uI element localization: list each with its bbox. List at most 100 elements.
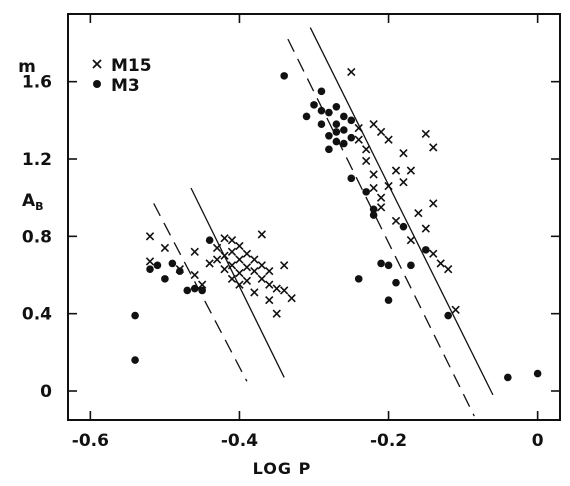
m3-point [347,174,356,183]
m15-point [242,276,252,285]
m15-point [421,129,430,139]
m3-point [332,128,341,136]
m3-point [153,261,162,270]
m15-point [384,181,393,191]
m15-point [145,232,155,241]
y-tick-label: 0 [40,382,52,402]
m3-point [347,116,356,125]
m15-point [369,183,378,193]
m15-point [250,255,259,264]
m3-point [377,259,385,268]
m15-point [235,280,244,289]
m15-point [429,249,438,258]
legend-label-m15: M15 [111,56,152,76]
m3-point [362,188,370,196]
m15-point [406,236,416,245]
m15-point [145,257,155,266]
m3-point [332,120,341,128]
m15-point [250,288,259,297]
m15-point [212,243,222,253]
m15-point [227,261,237,270]
m3-point [340,139,348,148]
m15-point [235,268,244,278]
m3-point [146,265,154,274]
m15-point [280,286,289,295]
m15-point [265,266,274,276]
y-axis-label-main: A [22,191,36,211]
m3-point [176,267,184,275]
m3-point [317,120,326,128]
y-axis-ticks: 0 0.4 0.8 1.2 1.6 [22,73,560,402]
m15-point [265,295,274,305]
m15-point [376,203,386,212]
m15-point [362,156,371,166]
m3-point [205,236,214,244]
m15-point [429,143,438,152]
y-axis-label-subscript: B [35,200,43,213]
m15-point [399,178,408,187]
m15-point [235,255,244,264]
m15-point [227,274,237,284]
m3-point [392,278,400,287]
plot-frame [67,13,561,421]
m3-point [407,261,415,270]
x-tick-label: -0.6 [72,431,109,451]
m15-point [205,259,214,268]
m15-point [257,230,266,239]
m3-point [168,259,177,268]
m3-point [183,286,192,295]
m3-point [332,137,341,146]
m3-point [317,87,326,96]
m15-point [242,249,252,258]
reference-line-solid-3 [309,27,494,396]
m15-point [250,266,259,276]
m15-point [280,261,289,270]
m15-point [220,265,229,274]
m15-point [227,247,237,256]
m15-point [242,263,252,272]
m3-point [302,112,311,121]
m15-point [391,216,401,226]
m15-point [376,127,386,137]
m3-point [369,211,378,219]
m15-point [384,135,393,144]
m15-point [391,166,401,175]
m15-point [406,166,416,175]
m3-point [198,286,206,295]
m3-point [190,284,199,293]
m3-series [131,72,542,382]
m15-point [362,145,371,154]
m3-point [131,356,139,364]
m3-point [369,205,378,214]
x-tick-label: -0.4 [221,431,258,451]
m15-point [354,123,363,133]
x-tick-label: 0 [532,431,544,451]
y-tick-label: 0.8 [22,227,52,247]
m15-point [265,280,274,289]
m15-point [190,270,199,280]
m15-point [272,284,281,293]
m3-point [422,246,430,254]
m3-point [325,108,333,117]
m3-point [533,369,542,378]
y-tick-label: 1.2 [22,150,52,170]
m15-point [399,149,408,158]
m3-point [325,145,333,154]
m15-point [287,294,296,303]
m3-point [504,373,512,382]
m3-point [399,222,408,231]
legend: M15 M3 [92,56,152,96]
m15-point [444,265,453,274]
m3-point [384,261,393,270]
x-axis-label: LOG P [253,459,312,478]
m3-point [340,112,348,121]
m3-point [340,126,348,134]
m15-point [160,243,170,253]
m3-point [384,296,393,304]
m3-point [325,132,333,140]
m15-point [257,261,266,270]
m15-point [354,135,363,144]
m15-series [145,67,460,318]
m15-point [376,193,386,202]
